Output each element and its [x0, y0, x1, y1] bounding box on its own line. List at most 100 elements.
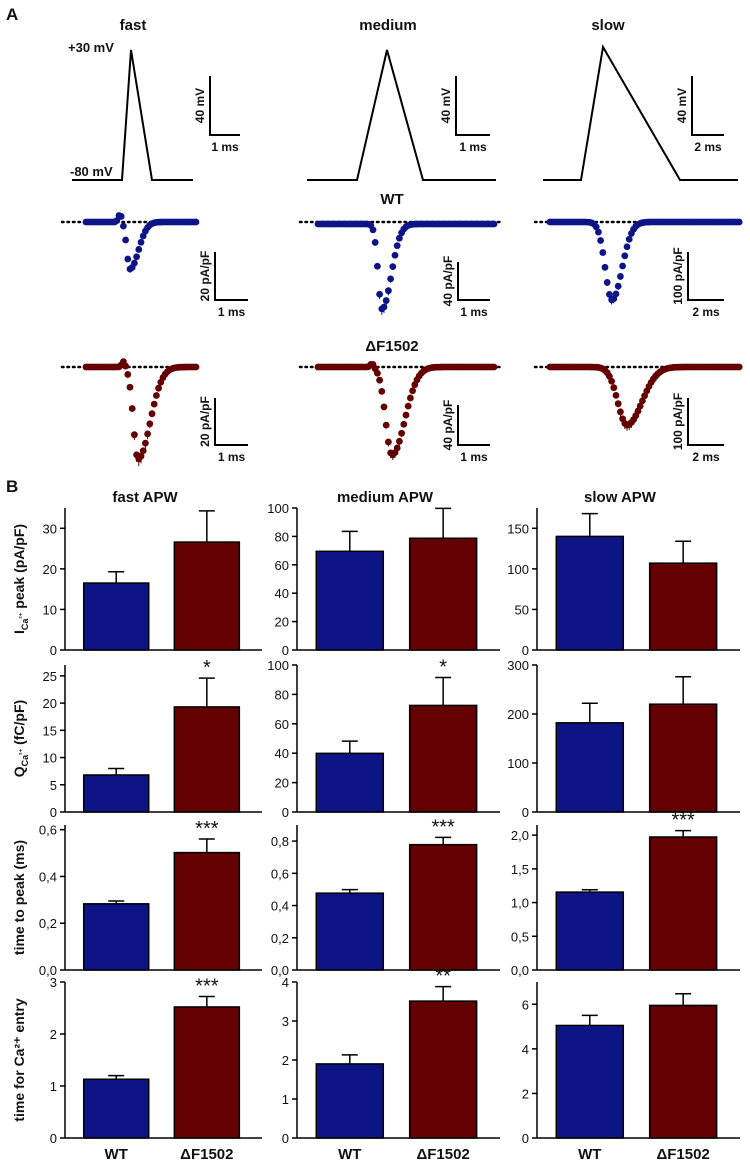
mut-medium-data-point	[374, 369, 381, 377]
wt-fast-data-point	[133, 253, 141, 261]
y-tick-label: 0,0	[511, 963, 529, 978]
bar-mut	[648, 1004, 718, 1139]
mut-fast-data-point	[146, 420, 154, 428]
wt-slow-data-point	[623, 243, 631, 251]
y-tick-label: 300	[507, 658, 529, 673]
wt-slow-data-point	[603, 279, 611, 286]
bar-mut	[408, 1000, 478, 1139]
wt-slow-data-point	[614, 282, 622, 290]
mut-medium-scalebar-x-label: 1 ms	[460, 450, 488, 464]
mut-slow-data-point	[612, 391, 620, 399]
mut-medium-data-point	[385, 438, 392, 446]
mut-fast-data-point	[126, 383, 134, 391]
bar-mut	[648, 703, 718, 813]
x-category-label: WT	[578, 1146, 601, 1163]
y-tick-label: 4	[522, 1042, 529, 1057]
bar-wt	[82, 774, 150, 813]
chart-r2-c2: 0,0 0,5 1,0 1,5 2,0 ***	[511, 810, 740, 978]
chart-r1-c0: 0 5 10 15 20 25 *	[43, 657, 262, 820]
mut-fast-scalebar-y-label: 20 pA/pF	[198, 396, 212, 447]
y-tick-label: 0,0	[39, 963, 57, 978]
wt-medium-data-point	[387, 275, 394, 283]
wt-medium-scalebar-x-label: 1 ms	[460, 305, 488, 319]
y-tick-label: 10	[43, 602, 57, 617]
mut-medium-data-point	[409, 387, 416, 395]
bar-wt	[555, 1024, 625, 1139]
column-title-fast: fast	[120, 17, 147, 34]
row-ylabel-2: time to peak (ms)	[11, 840, 27, 955]
wt-fast-scalebar-y-label: 20 pA/pF	[198, 251, 212, 302]
bar-wt	[315, 752, 385, 813]
row-ylabel-1: QCa²⁺ (fC/pF)	[11, 700, 30, 777]
x-category-label: ΔF1502	[416, 1146, 469, 1163]
chart-r1-c1: 0 20 40 60 80 100 *	[267, 656, 500, 820]
mut-fast-data-point	[155, 384, 163, 392]
bar-mut	[173, 706, 241, 813]
wt-fast-data-point	[192, 218, 200, 226]
mut-medium-data-point	[407, 394, 414, 402]
y-tick-label: 100	[507, 562, 529, 577]
mut-fast-scalebar-x-label: 1 ms	[218, 450, 246, 464]
mut-medium-data-point	[400, 420, 408, 428]
y-tick-label: 2	[282, 1053, 289, 1068]
mut-fast-data-point	[144, 430, 152, 438]
y-tick-label: 20	[275, 776, 289, 791]
y-tick-label: 50	[515, 602, 529, 617]
y-tick-label: 0	[50, 643, 57, 658]
wt-slow-scalebar-x-label: 2 ms	[692, 305, 720, 319]
bar-wt	[82, 1078, 150, 1139]
mut-slow-data-point	[636, 402, 644, 410]
voltage-label-top: +30 mV	[68, 40, 114, 55]
chart-column-title-medium: medium APW	[337, 489, 434, 506]
mut-medium-data-point	[393, 444, 401, 452]
y-tick-label: 15	[43, 723, 57, 738]
chart-r0-c1: 0 20 40 60 80 100	[267, 501, 500, 658]
wt-slow-data-point	[592, 223, 600, 231]
mut-slow-scalebar-x-label: 2 ms	[692, 450, 720, 464]
y-tick-label: 100	[267, 501, 289, 516]
y-tick-label: 0,4	[39, 869, 57, 884]
mut-fast-data-point	[150, 400, 158, 408]
wt-slow-data-point	[612, 290, 620, 298]
mut-fast-data-point	[148, 410, 156, 418]
bar-wt	[555, 891, 625, 971]
y-tick-label: 1,5	[511, 862, 529, 877]
y-tick-label: 1	[282, 1092, 289, 1107]
chart-r3-c1: 0 1 2 3 4 WT ** ΔF1502	[282, 966, 500, 1163]
wt-fast-data-point	[120, 222, 127, 230]
significance-label: *	[203, 657, 211, 679]
voltage-fast-scalebar	[209, 76, 240, 136]
y-tick-label: 4	[282, 975, 289, 990]
y-tick-label: 0,5	[511, 929, 529, 944]
chart-r2-c1: 0,0 0,2 0,4 0,6 0,8 ***	[271, 816, 500, 978]
row-label-mut: ΔF1502	[365, 338, 418, 355]
y-tick-label: 0	[522, 805, 529, 820]
y-tick-label: 60	[275, 558, 289, 573]
x-category-label: ΔF1502	[656, 1146, 709, 1163]
mut-medium-data-point	[490, 363, 498, 371]
y-tick-label: 5	[50, 778, 57, 793]
wt-medium-data-point	[382, 297, 390, 304]
wt-slow-data-point	[597, 237, 604, 244]
chart-column-title-slow: slow APW	[584, 489, 657, 506]
chart-r2-c0: 0,0 0,2 0,4 0,6 ***	[39, 818, 262, 978]
wt-medium-scalebar-y-label: 40 pA/pF	[441, 256, 455, 307]
wt-medium-data-point	[376, 290, 383, 298]
chart-r1-c2: 0 100 200 300	[507, 658, 740, 820]
voltage-slow-scalebar-y-label: 40 mV	[675, 88, 689, 123]
wt-slow-data-point	[601, 263, 609, 271]
voltage-fast-scalebar-x-label: 1 ms	[211, 140, 239, 154]
x-category-label: WT	[105, 1146, 128, 1163]
wt-fast-data-point	[135, 246, 143, 253]
bar-wt	[315, 550, 385, 651]
bar-mut	[408, 704, 478, 813]
mut-medium-data-point	[376, 376, 383, 384]
y-tick-label: 80	[275, 687, 289, 702]
mut-medium-data-point	[404, 402, 412, 410]
wt-fast-current-trace	[82, 212, 200, 273]
mut-slow-current-trace	[546, 363, 743, 431]
significance-label: ***	[195, 976, 219, 998]
bar-mut	[648, 562, 718, 651]
wt-medium-data-point	[391, 251, 399, 259]
wt-medium-data-point	[369, 226, 377, 234]
